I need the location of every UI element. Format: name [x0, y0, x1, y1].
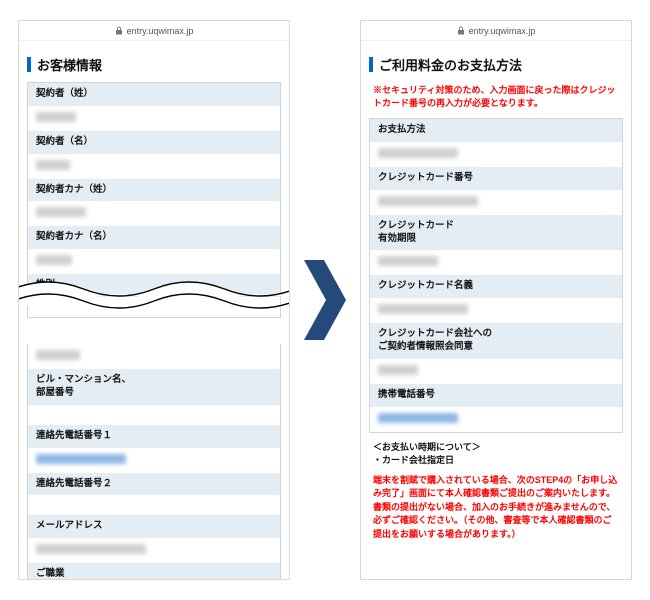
- form-row: メールアドレス: [28, 515, 280, 563]
- field-label: 契約者カナ（姓）: [28, 179, 280, 202]
- arrow-icon: [302, 258, 348, 342]
- url-bar: entry.uqwimax.jp: [19, 21, 289, 41]
- field-label: 携帯電話番号: [370, 384, 622, 407]
- blue-bar-icon: [369, 57, 373, 72]
- lock-icon: [115, 26, 123, 35]
- field-label: メールアドレス: [28, 515, 280, 538]
- blurred-value: [378, 304, 468, 314]
- field-label: 契約者（姓）: [28, 83, 280, 106]
- form-row: お支払方法: [370, 119, 622, 167]
- field-value: [28, 106, 280, 131]
- url-bar: entry.uqwimax.jp: [361, 21, 631, 41]
- field-value: [28, 297, 280, 317]
- blurred-value: [36, 160, 70, 170]
- form-row: 携帯電話番号: [370, 384, 622, 432]
- blurred-value: [378, 148, 458, 158]
- form-row: クレジットカード番号: [370, 167, 622, 215]
- note-body: ・カード会社指定日: [373, 454, 619, 468]
- field-value: [28, 154, 280, 179]
- field-value: [28, 249, 280, 274]
- blurred-value: [378, 365, 418, 375]
- section-title-left: お客様情報: [27, 49, 281, 82]
- blurred-value: [36, 255, 72, 265]
- note-title: ＜お支払い時期について＞: [373, 441, 619, 455]
- left-screenshot: entry.uqwimax.jp お客様情報 契約者（姓） 契約者（名） 契約者カナ…: [18, 20, 290, 580]
- field-label: ご職業: [28, 563, 280, 580]
- form-row: 連絡先電話番号１: [28, 425, 280, 473]
- section-title-right: ご利用料金のお支払方法: [369, 49, 623, 82]
- field-label: クレジットカード名義: [370, 275, 622, 298]
- payment-note: ＜お支払い時期について＞ ・カード会社指定日: [369, 433, 623, 470]
- form-row: 契約者（姓）: [28, 83, 280, 131]
- form-row: 契約者（名）: [28, 131, 280, 179]
- blurred-value: [378, 256, 438, 266]
- blurred-value: [378, 413, 458, 423]
- left-content: お客様情報 契約者（姓） 契約者（名） 契約者カナ（姓） 契約者カナ（名） 性別 ビル・…: [19, 41, 289, 580]
- field-value: [28, 448, 280, 473]
- field-value: [370, 359, 622, 384]
- blurred-value: [36, 454, 126, 464]
- field-label: ビル・マンション名、 部屋番号: [28, 369, 280, 405]
- field-label: 契約者（名）: [28, 131, 280, 154]
- field-value: [28, 201, 280, 226]
- field-label: クレジットカード 有効期限: [370, 215, 622, 251]
- form-row: 契約者カナ（名）: [28, 226, 280, 274]
- field-value: [370, 407, 622, 432]
- field-value: [28, 405, 280, 425]
- title-text: お客様情報: [37, 55, 102, 74]
- field-label: 連絡先電話番号１: [28, 425, 280, 448]
- title-text: ご利用料金のお支払方法: [379, 55, 522, 74]
- form-box-top: 契約者（姓） 契約者（名） 契約者カナ（姓） 契約者カナ（名） 性別: [27, 82, 281, 318]
- form-row: ビル・マンション名、 部屋番号: [28, 369, 280, 425]
- blurred-value: [36, 350, 80, 360]
- blurred-value: [36, 207, 86, 217]
- form-row: 性別: [28, 274, 280, 317]
- blue-bar-icon: [27, 57, 31, 72]
- field-value: [370, 250, 622, 275]
- field-value: [28, 495, 280, 515]
- field-value: [28, 538, 280, 563]
- form-box: お支払方法クレジットカード番号クレジットカード 有効期限クレジットカード名義クレ…: [369, 118, 623, 433]
- url-text: entry.uqwimax.jp: [127, 26, 194, 36]
- blurred-value: [378, 196, 478, 206]
- field-value: [370, 190, 622, 215]
- form-row: クレジットカード 有効期限: [370, 215, 622, 276]
- form-row: クレジットカード会社への ご契約者情報照会同意: [370, 323, 622, 384]
- blurred-value: [36, 544, 146, 554]
- field-label: クレジットカード番号: [370, 167, 622, 190]
- form-row: クレジットカード名義: [370, 275, 622, 323]
- form-box-bottom: ビル・マンション名、 部屋番号連絡先電話番号１ 連絡先電話番号２ メールアドレスご職…: [27, 344, 281, 580]
- security-warning: ※セキュリティ対策のため、入力画面に戻った際はクレジットカード番号の再入力が必要…: [369, 82, 623, 118]
- field-label: 性別: [28, 274, 280, 297]
- form-row: 契約者カナ（姓）: [28, 179, 280, 227]
- blurred-value: [36, 112, 76, 122]
- field-label: 連絡先電話番号２: [28, 473, 280, 496]
- field-value: [370, 142, 622, 167]
- field-value: [28, 344, 280, 369]
- field-label: クレジットカード会社への ご契約者情報照会同意: [370, 323, 622, 359]
- lock-icon: [457, 26, 465, 35]
- field-label: 契約者カナ（名）: [28, 226, 280, 249]
- url-text: entry.uqwimax.jp: [469, 26, 536, 36]
- field-label: お支払方法: [370, 119, 622, 142]
- right-content: ご利用料金のお支払方法 ※セキュリティ対策のため、入力画面に戻った際はクレジット…: [361, 41, 631, 549]
- form-row: ご職業: [28, 563, 280, 580]
- installment-warning: 端末を割賦で購入されている場合、次のSTEP4の「お申し込み完了」画面にて本人確…: [369, 470, 623, 546]
- form-row: 連絡先電話番号２: [28, 473, 280, 516]
- right-screenshot: entry.uqwimax.jp ご利用料金のお支払方法 ※セキュリティ対策のた…: [360, 20, 632, 580]
- field-value: [370, 298, 622, 323]
